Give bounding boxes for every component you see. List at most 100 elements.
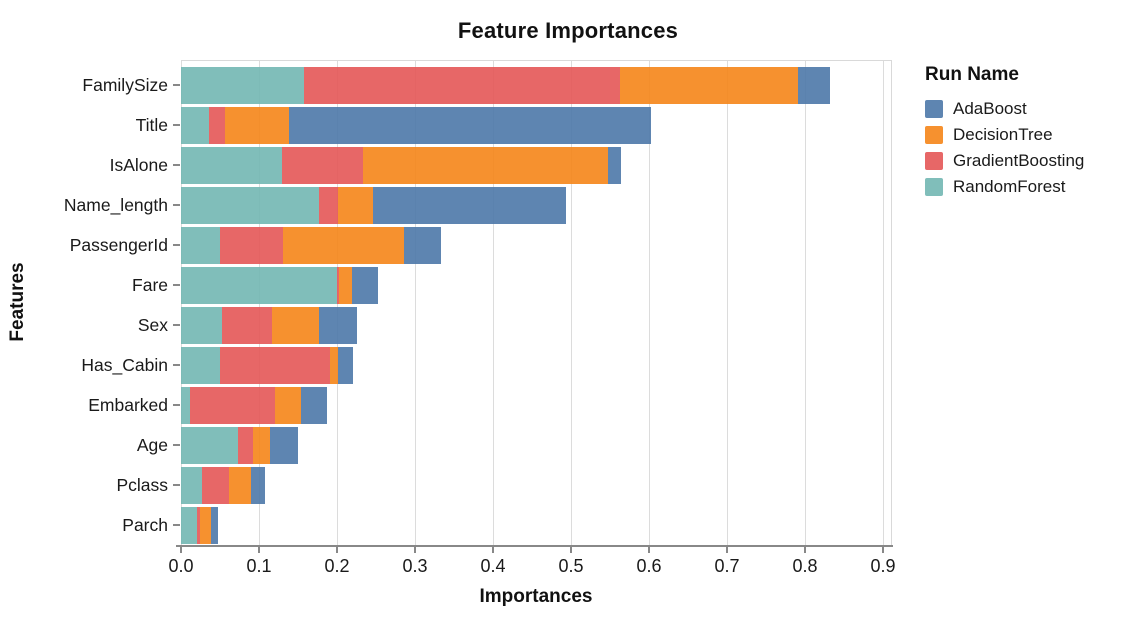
- bar-segment-gradientboosting: [202, 467, 229, 504]
- bar-segment-randomforest: [181, 187, 320, 224]
- legend-item-label: DecisionTree: [953, 125, 1053, 144]
- y-axis-tick: [173, 363, 180, 366]
- x-axis-tick-label: 0.5: [558, 556, 584, 576]
- x-axis-tick: [570, 547, 572, 553]
- y-axis-label: Name_length: [63, 194, 168, 215]
- x-axis-tick: [258, 547, 260, 553]
- bar-row: [181, 507, 218, 544]
- bar-segment-randomforest: [181, 147, 283, 184]
- bar-segment-decisiontree: [620, 67, 798, 104]
- bar-segment-gradientboosting: [237, 427, 253, 464]
- bar-segment-randomforest: [181, 347, 220, 384]
- bar-segment-adaboost: [251, 467, 266, 504]
- x-axis-tick-label: 0.3: [402, 556, 428, 576]
- bar-segment-gradientboosting: [220, 227, 284, 264]
- bar-segment-randomforest: [181, 67, 305, 104]
- x-axis-tick-label: 0.2: [324, 556, 350, 576]
- bar-segment-adaboost: [319, 307, 358, 344]
- bar-segment-decisiontree: [228, 467, 252, 504]
- y-axis-label: Age: [136, 434, 168, 455]
- bar-segment-randomforest: [181, 307, 223, 344]
- bar-segment-gradientboosting: [222, 307, 273, 344]
- x-axis-tick: [180, 547, 182, 553]
- legend-item-label: GradientBoosting: [953, 151, 1085, 170]
- legend-item-label: RandomForest: [953, 177, 1066, 196]
- x-axis-tick: [804, 547, 806, 553]
- bar-row: [181, 147, 621, 184]
- gridline: [415, 61, 416, 546]
- chart-title: Feature Importances: [457, 18, 679, 43]
- y-axis-label: Title: [135, 114, 168, 135]
- x-axis-tick: [336, 547, 338, 553]
- bar-segment-gradientboosting: [319, 187, 338, 224]
- y-axis-label: IsAlone: [109, 154, 168, 175]
- x-axis-tick-label: 0.9: [870, 556, 896, 576]
- legend-items: AdaBoost DecisionTree GradientBoosting Rand…: [925, 96, 1084, 200]
- bar-segment-randomforest: [181, 387, 191, 424]
- legend-item: AdaBoost: [925, 96, 1084, 122]
- bar-segment-decisiontree: [224, 107, 289, 144]
- gridline: [883, 61, 884, 546]
- bar-segment-adaboost: [269, 427, 298, 464]
- x-axis-tick: [726, 547, 728, 553]
- bar-segment-gradientboosting: [282, 147, 363, 184]
- bar-segment-decisiontree: [329, 347, 338, 384]
- y-axis-label: Has_Cabin: [81, 354, 168, 375]
- y-axis-tick: [173, 243, 180, 246]
- bar-segment-adaboost: [337, 347, 354, 384]
- bar-segment-decisiontree: [199, 507, 212, 544]
- gridline: [571, 61, 572, 546]
- y-axis-label: Embarked: [88, 394, 168, 415]
- plot-area: [181, 60, 892, 546]
- bar-row: [181, 347, 354, 384]
- bar-segment-adaboost: [351, 267, 379, 304]
- gridline: [805, 61, 806, 546]
- y-axis-label: Sex: [137, 314, 168, 335]
- bar-row: [181, 267, 379, 304]
- y-axis-tick: [173, 523, 180, 526]
- bar-segment-gradientboosting: [209, 107, 225, 144]
- y-axis-tick: [173, 123, 180, 126]
- x-axis-tick-label: 0.7: [714, 556, 740, 576]
- bar-segment-decisiontree: [337, 187, 373, 224]
- y-axis-tick: [173, 323, 180, 326]
- legend-item: DecisionTree: [925, 122, 1084, 148]
- bar-segment-adaboost: [301, 387, 327, 424]
- legend-item: GradientBoosting: [925, 148, 1084, 174]
- x-axis-tick-label: 0.8: [792, 556, 818, 576]
- legend-swatch-gradientboosting: [925, 152, 943, 170]
- bar-row: [181, 107, 651, 144]
- legend-swatch-decisiontree: [925, 126, 943, 144]
- bar-segment-gradientboosting: [304, 67, 621, 104]
- bar-segment-randomforest: [181, 467, 203, 504]
- bar-segment-decisiontree: [272, 307, 320, 344]
- gridline: [493, 61, 494, 546]
- bar-segment-adaboost: [797, 67, 830, 104]
- bar-row: [181, 467, 266, 504]
- y-axis-label: Pclass: [116, 474, 168, 495]
- bar-segment-decisiontree: [252, 427, 270, 464]
- bar-segment-randomforest: [181, 227, 220, 264]
- bar-segment-adaboost: [607, 147, 621, 184]
- bar-segment-gradientboosting: [190, 387, 275, 424]
- x-axis-tick: [882, 547, 884, 553]
- legend: Run Name AdaBoost DecisionTree GradientBoo…: [925, 64, 1084, 200]
- bar-segment-randomforest: [181, 107, 210, 144]
- legend-item: RandomForest: [925, 174, 1084, 200]
- y-axis-label: PassengerId: [69, 234, 168, 255]
- bar-segment-adaboost: [211, 507, 218, 544]
- y-axis-tick: [173, 483, 180, 486]
- gridline: [727, 61, 728, 546]
- bar-segment-randomforest: [181, 427, 238, 464]
- x-axis-tick: [414, 547, 416, 553]
- bar-row: [181, 387, 327, 424]
- y-axis-label: FamilySize: [82, 74, 168, 95]
- bar-row: [181, 227, 441, 264]
- x-axis-tick-label: 0.0: [168, 556, 194, 576]
- bar-segment-gradientboosting: [197, 507, 200, 544]
- x-axis-tick: [648, 547, 650, 553]
- bar-row: [181, 427, 298, 464]
- y-axis-tick: [173, 83, 180, 86]
- x-axis-line: [176, 545, 893, 547]
